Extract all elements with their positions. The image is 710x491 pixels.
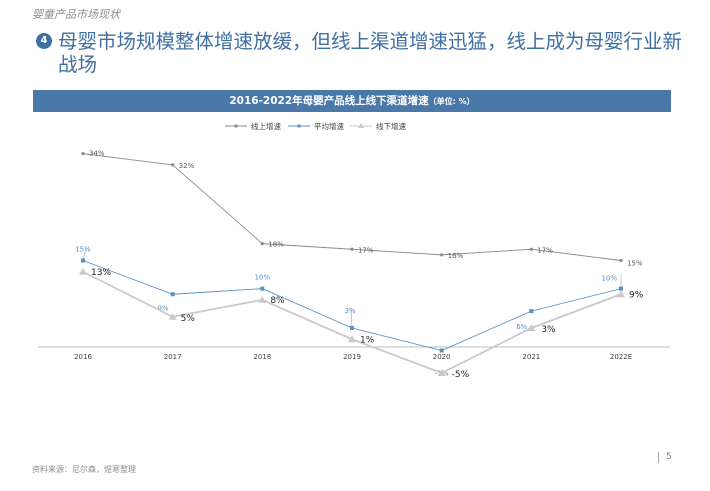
source-note: 资料来源：尼尔森，煜寒整理 [32,465,136,474]
series-1-label-0: 15% [75,246,91,254]
series-2-point-1 [168,312,177,320]
series-0-point-6 [619,258,623,263]
series-1-label-6: 10% [601,275,617,283]
series-2-point-6 [617,290,625,298]
series-0-label-2: 18% [268,241,284,249]
series-1-label-2: 10% [255,274,271,282]
x-tick-label-2022E: 2022E [610,353,632,361]
series-0-point-0 [81,152,85,156]
series-2-point-4 [437,369,446,376]
series-2-label-2: 8% [270,296,285,306]
chart-title-banner: 2016-2022年母婴产品线上线下渠道增速（单位: %） [33,90,671,112]
legend-label-0: 线上增速 [251,121,281,131]
series-2-point-2 [258,295,267,303]
legend-marker-1 [297,124,301,128]
series-0-point-2 [260,242,264,246]
series-1-point-1 [170,292,175,297]
series-2-label-4: -5% [452,370,470,380]
series-1-point-2 [260,286,265,291]
series-0-label-4: 16% [448,252,464,260]
series-1-point-0 [81,258,85,263]
series-2-label-1: 5% [181,314,196,324]
x-tick-label-2019: 2019 [343,353,361,361]
chart-unit: （单位: %） [428,97,475,106]
series-1-point-3 [350,326,354,330]
legend-label-1: 平均增速 [314,121,344,131]
series-0-label-1: 32% [179,162,195,170]
x-tick-label-2021: 2021 [522,353,540,361]
series-1-point-5 [529,309,534,314]
series-2-point-5 [527,324,536,331]
legend-marker-2 [358,123,364,128]
x-tick-label-2018: 2018 [253,353,271,361]
page-number: 5 [666,452,672,462]
series-1-point-4 [439,348,444,353]
headline: 4 母婴市场规模整体增速放缓，但线上渠道增速迅猛，线上成为母婴行业新战场 [36,30,686,76]
series-1-label-3: 3% [344,307,355,315]
chart-title: 2016-2022年母婴产品线上线下渠道增速 [229,95,429,107]
legend-label-2: 线下增速 [376,121,406,131]
headline-text: 母婴市场规模整体增速放缓，但线上渠道增速迅猛，线上成为母婴行业新战场 [58,30,683,76]
series-0-point-3 [350,247,354,251]
series-1-point-6 [619,286,623,291]
headline-number-badge: 4 [36,33,52,49]
series-2-label-6: 9% [629,290,644,300]
section-label: 婴童产品市场现状 [32,8,120,21]
series-0-point-1 [171,163,175,167]
label-connector-1 [350,307,353,329]
label-connector-0 [82,247,87,261]
series-2-label-5: 3% [541,325,556,335]
x-tick-label-2017: 2017 [164,353,182,361]
series-2-point-3 [348,335,356,343]
series-1-label-5: 6% [516,323,527,331]
series-0-point-4 [440,253,444,257]
x-tick-label-2020: 2020 [433,353,451,361]
x-tick-label-2016: 2016 [74,353,92,361]
series-0-label-5: 17% [537,246,553,254]
series-2-point-0 [79,267,87,275]
page-separator [658,452,659,463]
series-2-label-0: 13% [91,268,111,278]
series-0-label-0: 34% [89,150,105,158]
legend-marker-0 [234,124,238,128]
series-0-label-6: 15% [627,260,643,268]
series-1-label-1: 9% [158,304,169,312]
series-0-label-3: 17% [358,246,374,254]
series-0-point-5 [529,247,533,251]
series-2-label-3: 1% [360,335,375,345]
series-line-0 [82,153,622,261]
